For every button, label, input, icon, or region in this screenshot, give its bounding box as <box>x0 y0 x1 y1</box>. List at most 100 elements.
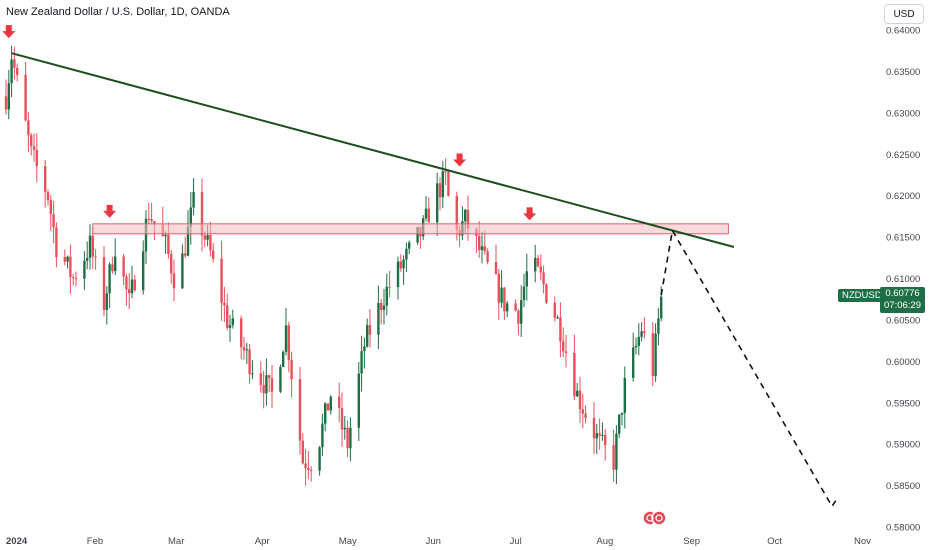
candle-body <box>545 284 548 303</box>
candle-body <box>262 384 265 394</box>
down-arrow-icon <box>2 25 16 39</box>
candle-body <box>542 272 545 285</box>
candle-body <box>94 256 97 258</box>
candle-body <box>186 226 190 256</box>
candle-body <box>27 120 30 136</box>
candle-body <box>270 378 274 392</box>
x-tick-label: Feb <box>87 536 103 547</box>
candle-body <box>189 207 192 227</box>
candle-body <box>242 347 246 351</box>
candle-body <box>343 427 346 430</box>
candle-body <box>578 390 582 410</box>
candle-body <box>24 74 27 121</box>
candle-body <box>514 303 517 311</box>
candle-body <box>408 242 411 249</box>
candle-body <box>601 435 604 437</box>
candle-body <box>46 192 50 201</box>
candle-body <box>503 287 506 312</box>
x-tick-label: Mar <box>168 536 184 547</box>
candle-body <box>620 412 624 415</box>
candle-body <box>654 333 657 377</box>
candle-body <box>388 286 391 288</box>
candle-body <box>83 260 86 279</box>
y-tick-label: 0.58000 <box>886 523 920 534</box>
y-tick-label: 0.64000 <box>886 26 920 37</box>
candle-body <box>494 262 498 274</box>
candle-body <box>228 325 232 328</box>
currency-button[interactable]: USD <box>884 4 924 24</box>
x-tick-label: Apr <box>255 536 270 547</box>
candle-body <box>251 373 254 375</box>
candle-body <box>338 396 341 409</box>
candle-body <box>604 435 607 446</box>
candle-body <box>212 250 215 259</box>
y-tick-label: 0.62000 <box>886 191 920 202</box>
candle-body <box>265 375 268 394</box>
candle-body <box>105 293 108 310</box>
candle-body <box>598 433 601 436</box>
candle-body <box>615 433 618 470</box>
last-price: 0.60776 <box>885 288 920 299</box>
chart-title: New Zealand Dollar / U.S. Dollar, 1D, OA… <box>6 6 230 18</box>
candle-body <box>396 261 400 288</box>
x-tick-label: Aug <box>596 536 613 547</box>
descending-trendline <box>11 52 735 248</box>
candle-body <box>318 447 321 471</box>
candle-body <box>464 209 467 222</box>
candle-body <box>466 209 470 229</box>
candle-body <box>223 302 226 306</box>
candle-body <box>632 347 635 378</box>
candle-body <box>122 256 125 277</box>
candle-body <box>72 277 75 279</box>
economic-event-icon-inner <box>655 514 663 522</box>
candle-body <box>284 325 288 352</box>
economic-event-icon-inner <box>646 514 654 522</box>
candle-body <box>380 302 383 310</box>
candle-body <box>114 256 117 272</box>
candle-body <box>522 286 526 301</box>
candle-body <box>618 414 621 434</box>
candle-body <box>480 246 484 251</box>
candle-body <box>91 235 94 257</box>
candle-body <box>444 171 447 173</box>
candle-body <box>13 59 16 68</box>
candle-body <box>4 96 8 110</box>
candle-body <box>144 218 148 252</box>
candle-body <box>245 349 248 351</box>
candle-body <box>357 373 360 428</box>
candle-body <box>150 219 153 222</box>
candle-body <box>111 264 114 272</box>
candle-body <box>133 279 136 291</box>
candle-body <box>88 235 92 258</box>
candle-body <box>66 256 69 262</box>
candle-body <box>307 467 310 470</box>
candle-body <box>500 287 503 303</box>
candle-body <box>506 303 509 312</box>
candle-body <box>231 318 234 326</box>
candle-body <box>203 235 206 240</box>
candle-body <box>16 67 19 75</box>
candle-body <box>581 409 584 414</box>
candle-body <box>86 257 89 261</box>
candle-body <box>455 195 458 230</box>
candle-body <box>436 183 439 223</box>
candle-body <box>643 331 646 334</box>
candle-body <box>108 264 111 294</box>
projection-path <box>660 228 839 508</box>
x-tick-label: 2024 <box>6 536 28 547</box>
candle-body <box>385 286 388 306</box>
candle-body <box>520 300 523 324</box>
y-tick-label: 0.60500 <box>886 315 920 326</box>
candle-body <box>368 325 372 335</box>
candle-body <box>405 248 408 260</box>
candle-body <box>170 253 173 274</box>
candle-body <box>324 403 327 424</box>
y-tick-label: 0.63500 <box>886 67 920 78</box>
candle-body <box>399 261 402 269</box>
candle-body <box>304 463 307 468</box>
x-tick-label: Jul <box>510 536 522 547</box>
candle-body <box>416 227 419 243</box>
candle-body <box>402 259 405 269</box>
candle-body <box>172 273 176 289</box>
